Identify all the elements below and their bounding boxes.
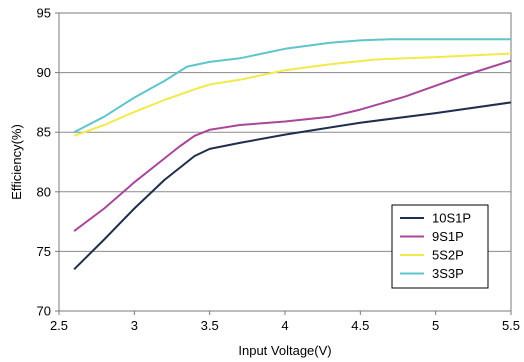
y-tick-label: 90 [37, 65, 51, 80]
series-line-9s1p [73, 59, 512, 232]
legend-label: 9S1P [432, 229, 464, 244]
legend-label: 10S1P [432, 211, 471, 226]
x-tick-label: 4 [281, 318, 288, 333]
y-tick-label: 80 [37, 184, 51, 199]
y-tick-label: 70 [37, 304, 51, 319]
series-lines [73, 38, 512, 271]
legend: 10S1P 9S1P 5S2P 3S3P [391, 204, 489, 289]
x-tick-label: 3 [131, 318, 138, 333]
legend-label: 5S2P [432, 248, 464, 263]
y-axis-ticks: 70 75 80 85 90 95 [37, 6, 59, 319]
x-tick-label: 5 [432, 318, 439, 333]
y-axis-label: Efficiency(%) [9, 124, 24, 200]
x-tick-label: 4.5 [351, 318, 369, 333]
x-tick-label: 2.5 [50, 318, 68, 333]
y-tick-label: 75 [37, 244, 51, 259]
series-line-5s2p [73, 52, 512, 137]
x-axis-ticks: 2.5 3 3.5 4 4.5 5 5.5 [50, 311, 520, 333]
x-tick-label: 3.5 [201, 318, 219, 333]
x-tick-label: 5.5 [502, 318, 520, 333]
series-line-10s1p [73, 101, 512, 271]
legend-label: 3S3P [432, 266, 464, 281]
x-axis-label: Input Voltage(V) [238, 343, 331, 358]
series-line-3s3p [73, 38, 511, 134]
y-tick-label: 95 [37, 6, 51, 21]
y-tick-label: 85 [37, 125, 51, 140]
